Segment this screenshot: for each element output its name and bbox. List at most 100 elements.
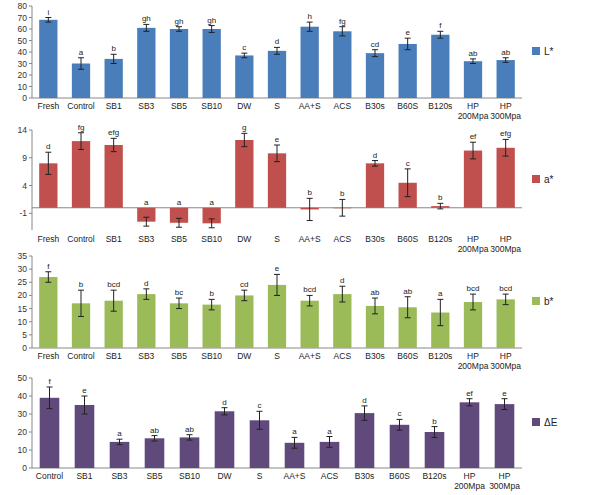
y-tick-label: 50 (18, 36, 28, 46)
error-stem (113, 54, 114, 63)
error-cap (372, 56, 378, 57)
annotation: e (82, 386, 87, 395)
error-stem (189, 435, 190, 440)
y-tick-label: 25 (18, 277, 28, 287)
error-stem (440, 31, 441, 38)
error-cap (143, 24, 149, 25)
error-bar (339, 27, 345, 36)
bar (425, 432, 445, 468)
error-cap (111, 138, 117, 139)
error-cap (143, 299, 149, 300)
error-cap (405, 38, 411, 39)
error-cap (503, 62, 509, 63)
bar (203, 305, 221, 348)
error-bar (209, 299, 215, 310)
y-tick-label: 30 (18, 264, 28, 274)
error-cap (257, 411, 263, 412)
bar (105, 59, 123, 98)
error-stem (469, 399, 470, 406)
bar (72, 141, 90, 208)
error-cap (437, 299, 443, 300)
y-tick (29, 282, 32, 283)
error-bar (470, 59, 476, 64)
y-tick (29, 321, 32, 322)
x-tick-label: HP300Mpa (490, 234, 521, 254)
error-stem (505, 58, 506, 63)
y-tick-label: 80 (18, 1, 28, 11)
y-tick (29, 17, 32, 18)
error-bar (143, 217, 149, 226)
legend-swatch (532, 418, 540, 426)
y-tick (29, 40, 32, 41)
y-tick (29, 185, 32, 186)
annotation: d (222, 398, 226, 407)
x-tick-label-line: DW (237, 351, 251, 361)
annotation: a (292, 427, 297, 436)
annotation: b (432, 417, 437, 426)
error-cap (437, 208, 443, 209)
x-tick-label: S (274, 351, 280, 361)
error-stem (119, 439, 120, 444)
x-tick-label-line: HP (467, 101, 479, 111)
error-cap (503, 156, 509, 157)
error-stem (440, 203, 441, 209)
legend-swatch (532, 297, 540, 305)
annotation: c (398, 409, 402, 418)
annotation: b (438, 193, 443, 202)
error-cap (503, 139, 509, 140)
error-bar (143, 289, 149, 300)
error-cap (274, 54, 280, 55)
x-tick-label-line: S (274, 351, 280, 361)
error-cap (503, 57, 509, 58)
error-cap (78, 316, 84, 317)
panel: 05101520253035FreshControlSB1SB3SB5SB10D… (18, 251, 554, 371)
error-stem (211, 219, 212, 228)
y-tick-label: 70 (18, 13, 28, 23)
error-stem (399, 419, 400, 430)
bar (170, 29, 188, 98)
error-cap (372, 160, 378, 161)
error-stem (309, 198, 310, 220)
error-bar (405, 297, 411, 318)
error-cap (432, 437, 438, 438)
annotation: efg (500, 129, 511, 138)
error-cap (372, 49, 378, 50)
bar (497, 299, 515, 348)
x-tick-label-line: AA+S (284, 471, 306, 481)
error-cap (222, 407, 228, 408)
error-stem (375, 298, 376, 314)
error-stem (364, 406, 365, 420)
x-tick-label-line: Fresh (37, 234, 59, 244)
x-tick-label: SB10 (179, 471, 200, 481)
x-tick-label-line: B60S (397, 101, 418, 111)
x-tick-label: B60S (397, 234, 418, 244)
y-tick (29, 450, 32, 451)
legend-swatch (532, 47, 540, 55)
error-cap (405, 196, 411, 197)
y-tick-label: 20 (18, 290, 28, 300)
error-stem (375, 50, 376, 57)
bar (137, 28, 155, 98)
error-stem (504, 399, 505, 410)
x-tick-label-line: S (274, 101, 280, 111)
y-tick-label: 40 (18, 391, 28, 401)
y-tick-label: 10 (18, 445, 28, 455)
x-tick-label: Control (36, 471, 64, 481)
error-cap (111, 63, 117, 64)
error-cap (274, 161, 280, 162)
error-cap (397, 419, 403, 420)
error-stem (179, 218, 180, 227)
x-tick-label: HP200Mpa (454, 471, 485, 491)
y-tick (29, 468, 32, 469)
y-tick-label: 4 (22, 181, 27, 191)
annotation: ab (150, 426, 159, 435)
x-tick-label-line: B30s (365, 234, 384, 244)
error-bar (117, 439, 123, 444)
error-stem (309, 295, 310, 306)
x-tick-label-line: HP (467, 234, 479, 244)
annotation: gh (142, 14, 151, 23)
x-tick-label: SB5 (171, 351, 187, 361)
error-bar (470, 294, 476, 310)
error-cap (292, 448, 298, 449)
annotation: c (258, 401, 262, 410)
